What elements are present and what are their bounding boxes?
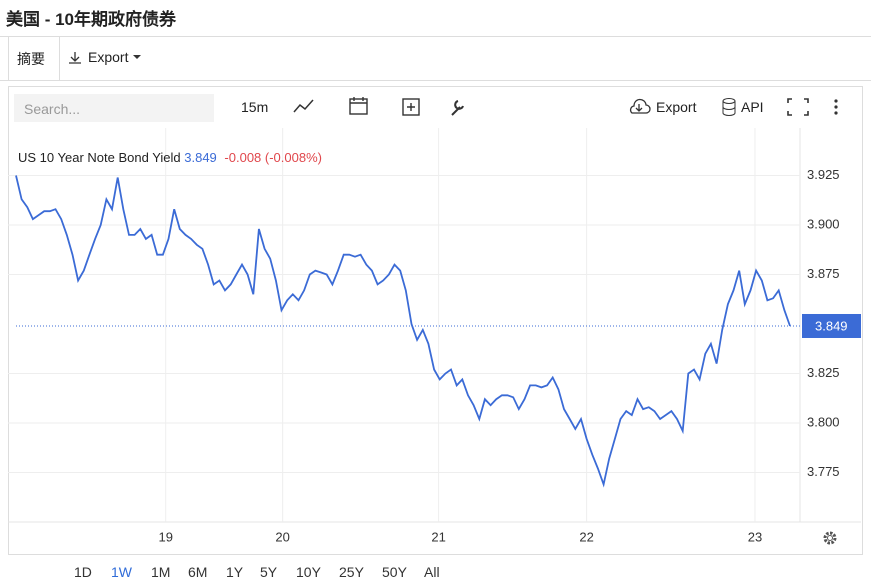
range-button[interactable]: 6M <box>188 564 208 580</box>
y-tick-label: 3.875 <box>807 266 840 281</box>
series-name: US 10 Year Note Bond Yield <box>18 150 181 165</box>
change: -0.008 (-0.008%) <box>224 150 322 165</box>
range-button[interactable]: 1Y <box>226 564 244 580</box>
tab[interactable]: Export <box>88 49 129 65</box>
page-title: 美国 - 10年期政府债券 <box>6 10 177 29</box>
active-tab <box>8 37 60 80</box>
y-tick-label: 3.775 <box>807 464 840 479</box>
range-button[interactable]: 50Y <box>382 564 407 580</box>
range-button[interactable]: 1M <box>151 564 171 580</box>
interval[interactable]: 15m <box>241 99 269 115</box>
legend: US 10 Year Note Bond Yield 3.849 -0.008 … <box>18 150 322 165</box>
range-button[interactable]: 25Y <box>339 564 364 580</box>
x-tick-label: 20 <box>275 529 289 544</box>
download-icon <box>69 52 81 64</box>
y-tick-label: 3.800 <box>807 414 840 429</box>
tab[interactable]: 摘要 <box>17 51 45 67</box>
price-tag <box>802 313 861 338</box>
price-line <box>15 175 791 488</box>
y-tick-label: 3.900 <box>807 216 840 231</box>
chart-panel <box>8 86 863 555</box>
x-tick-label: 23 <box>748 529 762 544</box>
range-button[interactable]: 1W <box>111 564 132 580</box>
y-tick-label: 3.925 <box>807 167 840 182</box>
settings-icon[interactable] <box>823 531 837 545</box>
export-button[interactable]: Export <box>656 99 697 115</box>
x-tick-label: 19 <box>158 529 172 544</box>
toolbar-icons <box>293 97 838 116</box>
y-tick-label: 3.825 <box>807 365 840 380</box>
tab-bar <box>0 36 871 81</box>
api-button[interactable]: API <box>741 99 764 115</box>
range-button[interactable]: 1D <box>74 564 92 580</box>
search-box[interactable]: Search... <box>14 94 214 122</box>
range-button[interactable]: 5Y <box>260 564 278 580</box>
last-value: 3.849 <box>184 150 217 165</box>
range-button[interactable]: All <box>424 564 440 580</box>
x-tick-label: 22 <box>579 529 593 544</box>
x-tick-label: 21 <box>431 529 445 544</box>
caret <box>133 55 141 59</box>
price-tag-label: 3.849 <box>815 318 848 333</box>
range-button[interactable]: 10Y <box>296 564 321 580</box>
